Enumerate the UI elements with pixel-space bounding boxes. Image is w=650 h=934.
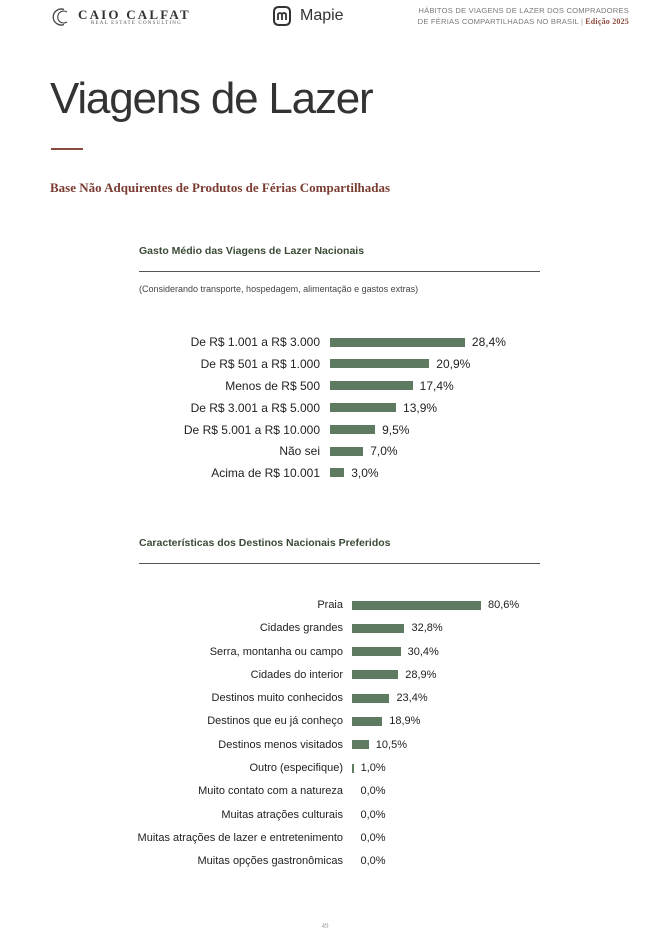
report-title-line2: DE FÉRIAS COMPARTILHADAS NO BRASIL xyxy=(417,17,580,26)
chart-1-value-label: 17,4% xyxy=(419,379,454,393)
chart-1-bar xyxy=(330,337,465,347)
edition-label: Edição 2025 xyxy=(585,17,629,26)
chart-2-value-label: 30,4% xyxy=(407,645,439,658)
chart-1-bar xyxy=(330,446,364,456)
chart-1-value-label: 28,4% xyxy=(471,335,506,350)
title-underline xyxy=(51,148,83,150)
chart-2-value-label: 28,9% xyxy=(405,668,437,681)
chart-1-category-label: De R$ 5.001 a R$ 10.000 xyxy=(183,422,320,437)
chart-1-value-label: 13,9% xyxy=(403,400,438,415)
chart-2-category-label: Destinos que eu já conheço xyxy=(207,715,343,728)
report-title-line1: HÁBITOS DE VIAGENS DE LAZER DOS COMPRADO… xyxy=(418,6,629,15)
chart-2-category-label: Muito contato com a natureza xyxy=(198,785,343,798)
chart-2-bar xyxy=(352,693,390,703)
chart-1-value-label: 7,0% xyxy=(370,444,398,459)
chart-2-category-label: Destinos muito conhecidos xyxy=(211,692,343,705)
chart-2-value-label: 23,4% xyxy=(396,692,428,705)
chart-1-category-label: De R$ 3.001 a R$ 5.000 xyxy=(190,400,320,415)
chart-1-value-label: 20,9% xyxy=(436,357,471,372)
chart-2-bar xyxy=(352,670,399,680)
title-separator: | xyxy=(581,17,584,26)
brand-name: CAIO CALFAT xyxy=(78,7,191,22)
chart-2-bar xyxy=(352,623,405,633)
mapie-logo-icon xyxy=(273,6,291,26)
chart-2-value-label: 0,0% xyxy=(360,855,386,868)
chart-1-bar xyxy=(330,468,345,478)
brand-subtitle: REAL ESTATE CONSULTING xyxy=(91,21,182,26)
chart-2-bar xyxy=(352,600,481,610)
chart-2-value-label: 0,0% xyxy=(360,808,386,821)
chart-1-value-label: 9,5% xyxy=(382,422,410,437)
chart-2-bar xyxy=(352,763,354,773)
chart-2-category-label: Muitas atrações de lazer e entreteniment… xyxy=(137,831,343,844)
chart-2-category-label: Praia xyxy=(317,598,343,611)
partner-name: Mapie xyxy=(300,7,344,24)
chart-2-category-label: Serra, montanha ou campo xyxy=(209,645,343,658)
caio-calfat-logo-icon xyxy=(52,8,68,26)
chart-2-bar xyxy=(352,647,401,657)
chart-2-bar xyxy=(352,717,383,726)
chart-2-category-label: Cidades do interior xyxy=(250,668,343,681)
chart-1-title: Gasto Médio das Viagens de Lazer Naciona… xyxy=(139,245,365,257)
chart-1-category-label: Menos de R$ 500 xyxy=(225,379,320,393)
chart-2-value-label: 18,9% xyxy=(389,715,421,728)
chart-1-category-label: De R$ 1.001 a R$ 3.000 xyxy=(190,335,320,350)
chart-2-value-label: 32,8% xyxy=(411,622,443,635)
chart-1-subtitle: (Considerando transporte, hospedagem, al… xyxy=(139,284,419,294)
chart-1-bar xyxy=(330,402,397,412)
chart-2-category-label: Destinos menos visitados xyxy=(218,738,343,751)
chart-2-category-label: Outro (especifique) xyxy=(249,762,343,775)
chart-1-value-label: 3,0% xyxy=(351,466,379,481)
chart-2-rule xyxy=(139,563,540,564)
chart-1-category-label: Não sei xyxy=(279,444,320,459)
chart-1-bar xyxy=(330,359,430,369)
chart-2-value-label: 80,6% xyxy=(487,598,520,611)
chart-1-rule xyxy=(139,271,540,272)
chart-1-bar xyxy=(330,424,376,434)
page-number: 49 xyxy=(321,922,329,930)
page-title: Viagens de Lazer xyxy=(50,74,374,123)
chart-2-bar xyxy=(352,740,369,750)
chart-1-category-label: De R$ 501 a R$ 1.000 xyxy=(200,357,320,372)
chart-2-title: Características dos Destinos Nacionais P… xyxy=(139,537,391,549)
chart-2-value-label: 0,0% xyxy=(360,831,386,844)
report-title: HÁBITOS DE VIAGENS DE LAZER DOS COMPRADO… xyxy=(329,5,629,27)
chart-2-value-label: 1,0% xyxy=(360,762,386,775)
chart-2-category-label: Muitas opções gastronômicas xyxy=(197,855,343,868)
chart-2-value-label: 0,0% xyxy=(360,785,386,798)
page-subtitle: Base Não Adquirentes de Produtos de Féri… xyxy=(50,180,391,195)
chart-1-category-label: Acima de R$ 10.001 xyxy=(211,466,320,481)
chart-2-value-label: 10,5% xyxy=(375,738,407,751)
chart-2-category-label: Muitas atrações culturais xyxy=(221,808,343,821)
chart-2-category-label: Cidades grandes xyxy=(259,622,343,635)
chart-1-bar xyxy=(330,381,413,391)
